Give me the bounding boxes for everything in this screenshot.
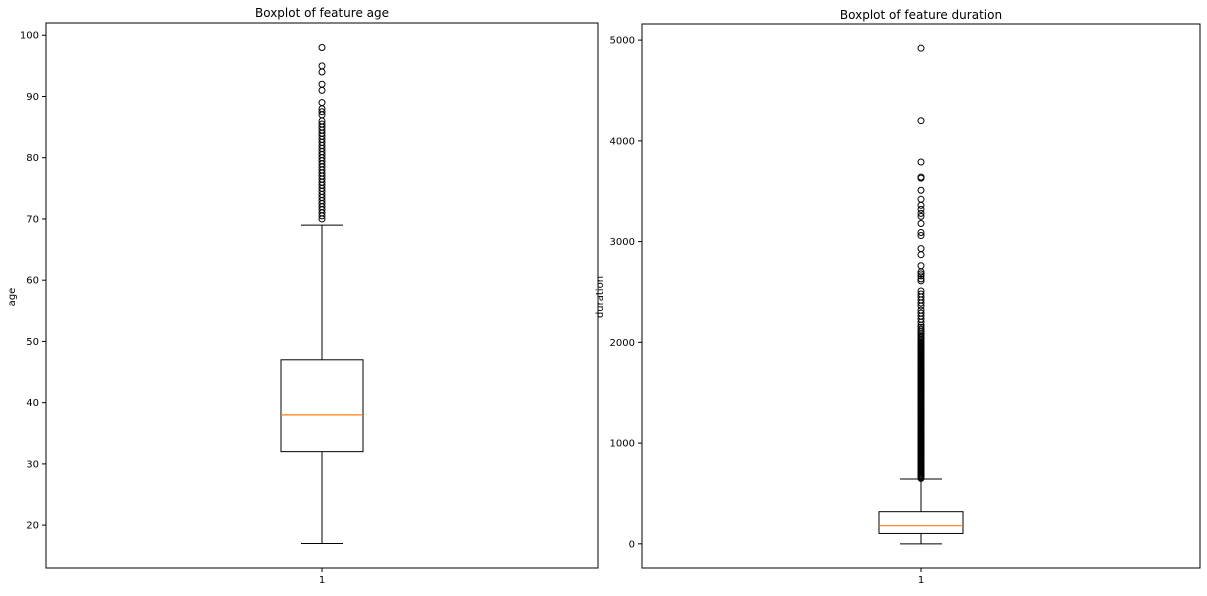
y-tick-label: 60 xyxy=(26,276,39,287)
chart-title: Boxplot of feature duration xyxy=(840,8,1002,22)
outlier-point xyxy=(917,195,925,203)
duration-boxplot-panel: Boxplot of feature duration duration 010… xyxy=(595,8,1201,586)
x-ticks: 1 xyxy=(918,568,924,586)
outlier-point xyxy=(917,186,925,194)
outlier-point xyxy=(318,62,326,70)
outlier-point xyxy=(917,309,925,317)
outlier-point xyxy=(917,325,925,333)
iqr-box xyxy=(280,359,364,453)
outlier-point xyxy=(917,275,925,283)
y-axis-label: duration xyxy=(595,276,606,318)
y-tick-label: 1000 xyxy=(610,439,635,450)
iqr-box xyxy=(878,511,964,534)
outlier-point xyxy=(318,43,326,51)
age-boxplot-panel: Boxplot of feature age age 20 30 40 50 60 70 8… xyxy=(7,6,599,586)
outlier-point xyxy=(917,251,925,259)
x-tick-label: 1 xyxy=(918,575,924,586)
chart-title: Boxplot of feature age xyxy=(255,6,389,20)
outlier-point xyxy=(917,212,925,220)
y-tick-label: 5000 xyxy=(610,36,635,47)
y-tick-label: 40 xyxy=(26,398,39,409)
outlier-point xyxy=(917,287,925,295)
outlier-point xyxy=(917,209,925,217)
outlier-point xyxy=(917,173,925,181)
outlier-point xyxy=(917,158,925,166)
outlier-point xyxy=(318,120,326,128)
outlier-point xyxy=(917,272,925,280)
outlier-point xyxy=(917,229,925,237)
outlier-point xyxy=(318,68,326,76)
x-ticks: 1 xyxy=(319,568,325,586)
x-tick-label: 1 xyxy=(319,575,325,586)
y-ticks: 0 1000 2000 3000 4000 5000 xyxy=(610,36,642,550)
outliers xyxy=(318,43,326,223)
outlier-point xyxy=(917,201,925,209)
outlier-point xyxy=(917,44,925,52)
outlier-point xyxy=(917,232,925,240)
outlier-point xyxy=(318,80,326,88)
outlier-point xyxy=(917,245,925,253)
outlier-point xyxy=(917,205,925,213)
y-tick-label: 80 xyxy=(26,153,39,164)
y-tick-label: 2000 xyxy=(610,338,635,349)
outlier-point xyxy=(318,99,326,107)
y-tick-label: 20 xyxy=(26,521,39,532)
outlier-point xyxy=(318,108,326,116)
y-tick-label: 100 xyxy=(20,31,39,42)
y-ticks: 20 30 40 50 60 70 80 90 100 xyxy=(20,31,46,532)
outlier-point xyxy=(917,219,925,227)
y-axis-label: age xyxy=(7,288,18,307)
outlier-point xyxy=(917,290,925,298)
outlier-point xyxy=(917,323,925,331)
y-tick-label: 90 xyxy=(26,92,39,103)
outlier-point xyxy=(917,262,925,270)
outlier-point xyxy=(917,306,925,314)
boxplot xyxy=(280,224,364,545)
boxplot xyxy=(878,478,964,545)
y-tick-label: 3000 xyxy=(610,237,635,248)
outliers xyxy=(917,44,925,482)
outlier-point xyxy=(917,270,925,278)
y-tick-label: 0 xyxy=(629,539,635,550)
y-tick-label: 50 xyxy=(26,337,39,348)
outlier-point xyxy=(917,117,925,125)
y-tick-label: 4000 xyxy=(610,136,635,147)
y-tick-label: 70 xyxy=(26,214,39,225)
outlier-point xyxy=(917,277,925,285)
outlier-point xyxy=(318,86,326,94)
y-tick-label: 30 xyxy=(26,459,39,470)
